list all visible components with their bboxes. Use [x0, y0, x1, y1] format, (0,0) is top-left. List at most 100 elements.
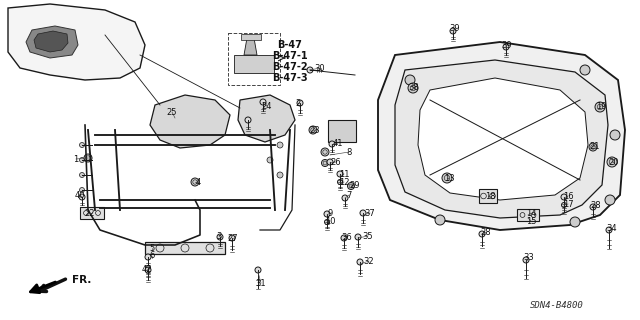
Text: 10: 10: [324, 217, 335, 226]
Text: 24: 24: [262, 101, 272, 110]
Text: 18: 18: [484, 191, 495, 201]
Circle shape: [442, 173, 452, 183]
Text: B-47-2: B-47-2: [272, 62, 308, 72]
Circle shape: [324, 211, 330, 217]
Polygon shape: [378, 42, 625, 230]
Circle shape: [245, 117, 251, 123]
Text: 27: 27: [228, 234, 238, 243]
Text: 42: 42: [141, 265, 152, 274]
Bar: [328, 120, 356, 142]
Circle shape: [321, 148, 329, 156]
Circle shape: [341, 235, 347, 241]
Text: 12: 12: [339, 178, 349, 187]
Text: 32: 32: [364, 257, 374, 266]
Text: 1: 1: [74, 155, 79, 164]
Polygon shape: [8, 4, 145, 80]
Circle shape: [342, 195, 348, 201]
Text: B-47-3: B-47-3: [272, 73, 308, 83]
Text: 5: 5: [149, 244, 155, 252]
Circle shape: [255, 267, 261, 273]
Circle shape: [324, 220, 330, 225]
Circle shape: [405, 75, 415, 85]
Circle shape: [277, 142, 283, 148]
Text: FR.: FR.: [72, 275, 92, 285]
Circle shape: [229, 235, 235, 241]
Text: 22: 22: [84, 209, 95, 218]
Circle shape: [595, 102, 605, 112]
Text: 20: 20: [609, 157, 620, 166]
Circle shape: [260, 99, 266, 105]
Text: 41: 41: [333, 139, 343, 148]
Circle shape: [277, 172, 283, 178]
Circle shape: [589, 143, 597, 151]
Circle shape: [435, 215, 445, 225]
Circle shape: [479, 231, 485, 237]
Text: 19: 19: [596, 101, 606, 110]
Circle shape: [321, 159, 328, 166]
Circle shape: [145, 266, 150, 270]
Text: 17: 17: [563, 199, 573, 209]
Circle shape: [337, 171, 343, 177]
Text: 34: 34: [607, 223, 618, 233]
Circle shape: [79, 172, 84, 178]
Circle shape: [79, 157, 84, 163]
Text: B-47-1: B-47-1: [272, 51, 308, 61]
Text: 38: 38: [408, 83, 419, 92]
Circle shape: [605, 195, 615, 205]
Circle shape: [355, 234, 361, 240]
Text: 39: 39: [502, 41, 512, 50]
Circle shape: [561, 194, 567, 200]
Bar: [517, 209, 539, 221]
Circle shape: [145, 254, 151, 260]
Bar: [145, 242, 225, 254]
Circle shape: [357, 259, 363, 265]
Text: 33: 33: [524, 253, 534, 262]
Bar: [234, 55, 274, 73]
Text: 35: 35: [363, 231, 373, 241]
Circle shape: [450, 28, 456, 34]
Text: 4: 4: [195, 178, 200, 187]
Text: 36: 36: [342, 233, 353, 242]
Circle shape: [590, 204, 596, 210]
Polygon shape: [244, 38, 257, 55]
Text: 37: 37: [365, 209, 376, 218]
Text: B-47: B-47: [278, 40, 303, 50]
Text: 28: 28: [591, 201, 602, 210]
Circle shape: [327, 159, 333, 165]
Circle shape: [561, 203, 566, 207]
Circle shape: [337, 180, 342, 185]
Text: 26: 26: [331, 157, 341, 166]
Bar: [228, 33, 280, 85]
Circle shape: [79, 194, 85, 200]
Circle shape: [297, 100, 303, 106]
Circle shape: [307, 67, 313, 73]
Circle shape: [79, 142, 84, 148]
Circle shape: [570, 217, 580, 227]
Polygon shape: [238, 95, 295, 142]
Polygon shape: [395, 60, 608, 218]
Polygon shape: [150, 95, 230, 148]
Bar: [80, 207, 104, 219]
Circle shape: [348, 182, 355, 189]
Text: 16: 16: [563, 191, 573, 201]
Polygon shape: [34, 31, 68, 52]
Circle shape: [329, 141, 335, 147]
Circle shape: [607, 157, 617, 167]
Text: 6: 6: [149, 252, 155, 260]
Circle shape: [523, 257, 529, 263]
Text: 29: 29: [349, 180, 360, 189]
Text: 30: 30: [315, 63, 325, 73]
Circle shape: [217, 234, 223, 240]
Text: 7: 7: [346, 190, 352, 199]
Circle shape: [84, 154, 92, 162]
Polygon shape: [418, 78, 588, 200]
Text: 39: 39: [450, 23, 460, 33]
Text: 11: 11: [339, 170, 349, 179]
Circle shape: [79, 188, 84, 193]
Bar: [241, 34, 261, 40]
Text: 8: 8: [346, 148, 352, 156]
Text: 23: 23: [310, 125, 320, 134]
Text: 15: 15: [525, 217, 536, 226]
Circle shape: [610, 130, 620, 140]
Polygon shape: [26, 26, 78, 58]
